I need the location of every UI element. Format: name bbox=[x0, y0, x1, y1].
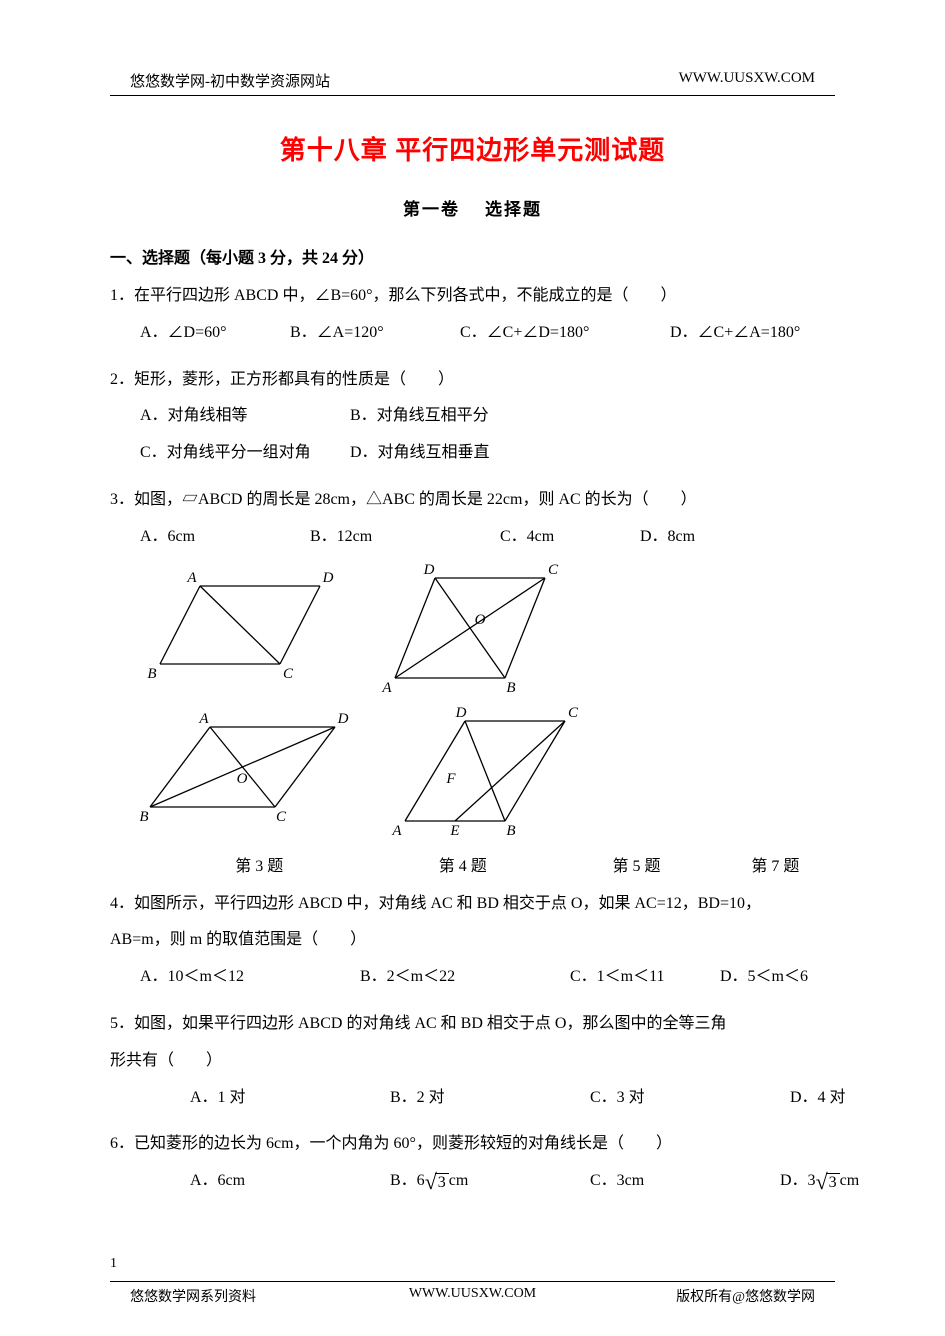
q2-opt-d: D．对角线互相垂直 bbox=[350, 435, 490, 472]
question-6: 6．已知菱形的边长为 6cm，一个内角为 60°，则菱形较短的对角线长是（ ） bbox=[110, 1126, 835, 1163]
question-2: 2．矩形，菱形，正方形都具有的性质是（ ） bbox=[110, 362, 835, 399]
header-right: WWW.UUSXW.COM bbox=[679, 70, 815, 91]
svg-text:D: D bbox=[455, 707, 467, 721]
question-3: 3．如图，▱ABCD 的周长是 28cm，△ABC 的周长是 22cm，则 AC… bbox=[110, 482, 835, 519]
q5-opt-c: C．3 对 bbox=[590, 1080, 790, 1117]
fig-label-4: 第 4 题 bbox=[368, 852, 557, 876]
q1-opt-a: A．∠D=60° bbox=[140, 315, 290, 352]
svg-text:O: O bbox=[237, 771, 248, 787]
q4-opt-b: B．2＜m＜22 bbox=[360, 959, 570, 996]
q4-opt-a: A．10＜m＜12 bbox=[140, 959, 360, 996]
q3-opt-a: A．6cm bbox=[140, 519, 310, 556]
fig-label-5: 第 5 题 bbox=[557, 852, 716, 876]
page-number: 1 bbox=[110, 1256, 117, 1272]
q6-opt-b: B．6√3cm bbox=[390, 1163, 590, 1200]
svg-text:D: D bbox=[322, 570, 334, 586]
q1-opt-c: C．∠C+∠D=180° bbox=[460, 315, 670, 352]
page-footer: 悠悠数学网系列资料 WWW.UUSXW.COM 版权所有@悠悠数学网 bbox=[110, 1281, 835, 1306]
svg-text:D: D bbox=[423, 564, 435, 578]
page-header: 悠悠数学网-初中数学资源网站 WWW.UUSXW.COM bbox=[110, 70, 835, 96]
footer-right: 版权所有@悠悠数学网 bbox=[587, 1286, 815, 1306]
q4-opt-c: C．1＜m＜11 bbox=[570, 959, 720, 996]
q3-opt-b: B．12cm bbox=[310, 519, 500, 556]
question-6-options: A．6cm B．6√3cm C．3cm D．3√3cm bbox=[110, 1163, 835, 1200]
q3-opt-c: C．4cm bbox=[500, 519, 640, 556]
question-3-options: A．6cm B．12cm C．4cm D．8cm bbox=[110, 519, 835, 556]
sqrt-icon: √3 bbox=[425, 1171, 449, 1193]
q1-opt-d: D．∠C+∠A=180° bbox=[670, 315, 800, 352]
doc-title: 第十八章 平行四边形单元测试题 bbox=[110, 130, 835, 167]
q4-opt-d: D．5＜m＜6 bbox=[720, 959, 808, 996]
q1-opt-b: B．∠A=120° bbox=[290, 315, 460, 352]
question-4-options: A．10＜m＜12 B．2＜m＜22 C．1＜m＜11 D．5＜m＜6 bbox=[110, 959, 835, 996]
question-5: 5．如图，如果平行四边形 ABCD 的对角线 AC 和 BD 相交于点 O，那么… bbox=[110, 1006, 835, 1080]
svg-text:A: A bbox=[198, 711, 209, 727]
svg-text:B: B bbox=[506, 680, 515, 696]
q6-opt-d: D．3√3cm bbox=[780, 1163, 859, 1200]
q2-opt-a: A．对角线相等 bbox=[140, 398, 350, 435]
svg-text:O: O bbox=[475, 612, 486, 628]
svg-text:A: A bbox=[391, 823, 402, 839]
fig-label-3: 第 3 题 bbox=[110, 852, 368, 876]
figure-q7: D C A B E F bbox=[385, 707, 585, 842]
q5-opt-a: A．1 对 bbox=[140, 1080, 390, 1117]
footer-left: 悠悠数学网系列资料 bbox=[130, 1286, 358, 1306]
q6-opt-c: C．3cm bbox=[590, 1163, 780, 1200]
question-4: 4．如图所示，平行四边形 ABCD 中，对角线 AC 和 BD 相交于点 O，如… bbox=[110, 886, 835, 960]
svg-text:A: A bbox=[186, 570, 197, 586]
q5-opt-d: D．4 对 bbox=[790, 1080, 846, 1117]
q5-opt-b: B．2 对 bbox=[390, 1080, 590, 1117]
question-5-options: A．1 对 B．2 对 C．3 对 D．4 对 bbox=[110, 1080, 835, 1117]
figure-q4: D C A B O bbox=[370, 564, 570, 699]
svg-text:C: C bbox=[548, 564, 559, 578]
svg-text:B: B bbox=[147, 666, 156, 682]
question-1-options: A．∠D=60° B．∠A=120° C．∠C+∠D=180° D．∠C+∠A=… bbox=[110, 315, 835, 352]
svg-text:C: C bbox=[276, 809, 287, 825]
q3-opt-d: D．8cm bbox=[640, 519, 695, 556]
sqrt-icon: √3 bbox=[816, 1171, 840, 1193]
svg-text:B: B bbox=[140, 809, 149, 825]
figure-q5: A D B C O bbox=[140, 707, 355, 827]
figures-row-2: A D B C O D C A B E F bbox=[110, 707, 835, 842]
svg-text:C: C bbox=[568, 707, 579, 721]
section-heading: 一、选择题（每小题 3 分，共 24 分） bbox=[110, 244, 835, 268]
header-left: 悠悠数学网-初中数学资源网站 bbox=[130, 70, 330, 91]
figure-labels: 第 3 题 第 4 题 第 5 题 第 7 题 bbox=[110, 852, 835, 876]
figure-q3: A D B C bbox=[140, 564, 340, 684]
svg-text:D: D bbox=[337, 711, 349, 727]
question-2-options: A．对角线相等 B．对角线互相平分 C．对角线平分一组对角 D．对角线互相垂直 bbox=[110, 398, 835, 472]
q2-opt-c: C．对角线平分一组对角 bbox=[140, 435, 350, 472]
fig-label-7: 第 7 题 bbox=[716, 852, 835, 876]
footer-mid: WWW.UUSXW.COM bbox=[358, 1286, 586, 1306]
figures-row-1: A D B C D C A B O bbox=[110, 564, 835, 699]
svg-text:E: E bbox=[449, 823, 459, 839]
question-1: 1．在平行四边形 ABCD 中，∠B=60°，那么下列各式中，不能成立的是（ ） bbox=[110, 278, 835, 315]
doc-subtitle: 第一卷 选择题 bbox=[110, 195, 835, 220]
q2-opt-b: B．对角线互相平分 bbox=[350, 398, 489, 435]
svg-text:B: B bbox=[506, 823, 515, 839]
q6-opt-a: A．6cm bbox=[140, 1163, 390, 1200]
svg-text:C: C bbox=[283, 666, 294, 682]
svg-text:A: A bbox=[381, 680, 392, 696]
svg-text:F: F bbox=[445, 771, 456, 787]
